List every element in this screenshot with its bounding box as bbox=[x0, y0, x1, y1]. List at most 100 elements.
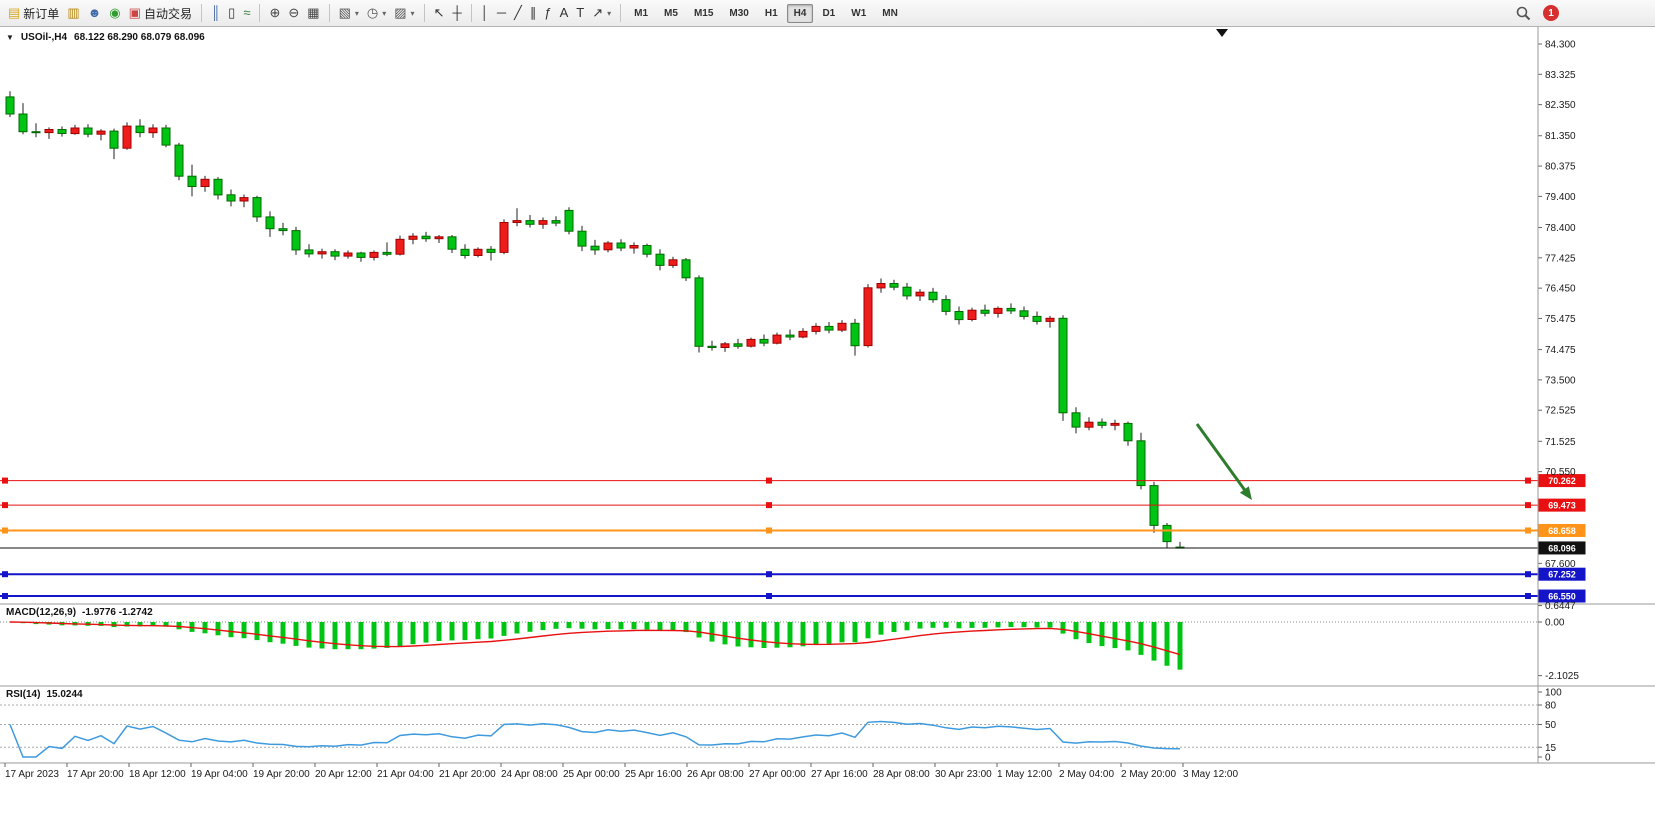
horizontal-line-button[interactable]: ─ bbox=[493, 4, 510, 22]
time-axis-label: 18 Apr 12:00 bbox=[129, 769, 186, 780]
zoom-in-button[interactable]: ⊕ bbox=[265, 4, 284, 22]
candles-layer bbox=[5, 91, 1185, 549]
candlestick-chart-button[interactable]: ▯ bbox=[224, 4, 239, 22]
line-handle[interactable] bbox=[1525, 477, 1531, 484]
candle bbox=[837, 320, 847, 332]
candle bbox=[408, 233, 418, 245]
timeframe-m5-button[interactable]: M5 bbox=[664, 7, 678, 19]
line-handle[interactable] bbox=[2, 593, 8, 600]
line-handle[interactable] bbox=[766, 571, 772, 578]
candle bbox=[1019, 306, 1029, 320]
chart-canvas[interactable]: 70.262 69.473 68.658 67.252 66.550 68.096 84.3… bbox=[0, 27, 1655, 830]
rsi-title: RSI(14) bbox=[6, 689, 41, 700]
line-handle[interactable] bbox=[2, 527, 8, 534]
candle bbox=[213, 177, 223, 200]
line-handle[interactable] bbox=[2, 571, 8, 578]
line-chart-button[interactable]: ≈ bbox=[239, 4, 254, 22]
profiles-icon: ☻ bbox=[87, 5, 102, 20]
line-handle[interactable] bbox=[2, 502, 8, 509]
zoom-out-icon: ⊖ bbox=[288, 5, 300, 20]
line-handle[interactable] bbox=[766, 593, 772, 600]
toolbar-separator bbox=[470, 4, 472, 22]
horizontal-line-object[interactable] bbox=[0, 527, 1538, 534]
collapse-icon[interactable]: ▼ bbox=[6, 33, 14, 42]
text-label-button[interactable]: T bbox=[572, 4, 588, 22]
line-handle[interactable] bbox=[2, 477, 8, 484]
price-axis-label: 71.525 bbox=[1545, 437, 1576, 448]
candle bbox=[616, 239, 626, 252]
time-axis-label: 21 Apr 20:00 bbox=[439, 769, 496, 780]
trendline-button[interactable]: ╱ bbox=[510, 4, 526, 22]
line-handle[interactable] bbox=[766, 527, 772, 534]
rsi-axis-label: 15 bbox=[1545, 743, 1557, 754]
timeframe-m1-button[interactable]: M1 bbox=[634, 7, 649, 19]
auto-trading-button[interactable]: ▣ 自动交易 bbox=[125, 3, 196, 24]
candle bbox=[5, 91, 15, 118]
profiles-button[interactable]: ☻ bbox=[84, 4, 106, 22]
line-handle[interactable] bbox=[1525, 593, 1531, 600]
macd-title: MACD(12,26,9) bbox=[6, 607, 77, 618]
vertical-line-icon: │ bbox=[480, 5, 489, 20]
market-watch-button[interactable]: ◉ bbox=[105, 4, 124, 22]
line-handle[interactable] bbox=[1525, 571, 1531, 578]
time-axis-label: 19 Apr 04:00 bbox=[191, 769, 248, 780]
timeframe-mn-button[interactable]: MN bbox=[882, 7, 898, 19]
candle bbox=[187, 164, 197, 197]
arrow-annotation[interactable] bbox=[1195, 423, 1252, 500]
line-handle[interactable] bbox=[1525, 527, 1531, 534]
candle bbox=[694, 275, 704, 353]
candle bbox=[785, 329, 795, 341]
candle bbox=[239, 194, 249, 208]
new-order-button[interactable]: ▤ 新订单 bbox=[4, 3, 63, 24]
candle bbox=[772, 332, 782, 345]
candle bbox=[1045, 315, 1055, 328]
timeframe-m15-button[interactable]: M15 bbox=[693, 7, 714, 19]
line-handle[interactable] bbox=[1525, 502, 1531, 509]
horizontal-line-object[interactable] bbox=[0, 477, 1538, 484]
horizontal-line-object[interactable] bbox=[0, 502, 1538, 509]
horizontal-line-object[interactable] bbox=[0, 593, 1538, 600]
candle bbox=[720, 341, 730, 352]
candle bbox=[954, 306, 964, 325]
timeframe-h1-button[interactable]: H1 bbox=[764, 7, 778, 19]
charts-window-icon: ▥ bbox=[67, 5, 80, 20]
search-icon[interactable] bbox=[1516, 6, 1531, 21]
candle bbox=[980, 304, 990, 317]
macd-histogram bbox=[20, 622, 1183, 670]
cursor-button[interactable]: ↖ bbox=[430, 4, 449, 22]
vertical-line-button[interactable]: │ bbox=[477, 4, 493, 22]
equidistant-channel-button[interactable]: ∥ bbox=[526, 4, 541, 22]
crosshair-button[interactable]: ┼ bbox=[448, 4, 465, 22]
time-axis-label: 30 Apr 23:00 bbox=[935, 769, 992, 780]
price-line-badge: 67.252 bbox=[1538, 567, 1586, 581]
chart-top-marker[interactable] bbox=[1216, 29, 1228, 37]
tile-windows-button[interactable]: ▦ bbox=[303, 4, 323, 22]
candle bbox=[577, 225, 587, 252]
price-axis-label: 84.300 bbox=[1545, 40, 1576, 51]
candle bbox=[291, 226, 301, 255]
templates-button[interactable]: ▨ ▾ bbox=[390, 4, 418, 22]
candle bbox=[31, 123, 41, 138]
line-handle[interactable] bbox=[766, 477, 772, 484]
horizontal-line-icon: ─ bbox=[496, 5, 507, 20]
fibonacci-button[interactable]: ƒ bbox=[540, 4, 555, 22]
timeframe-h4-button[interactable]: H4 bbox=[786, 3, 814, 23]
time-axis-label: 2 May 20:00 bbox=[1121, 769, 1176, 780]
timeframe-w1-button[interactable]: W1 bbox=[851, 7, 867, 19]
candle bbox=[629, 242, 639, 254]
notification-badge[interactable]: 1 bbox=[1543, 5, 1559, 21]
line-handle[interactable] bbox=[766, 502, 772, 509]
arrows-tool-button[interactable]: ↗ ▾ bbox=[588, 4, 615, 22]
text-button[interactable]: A bbox=[556, 4, 573, 22]
bar-chart-button[interactable]: ║ bbox=[207, 4, 224, 22]
zoom-out-button[interactable]: ⊖ bbox=[284, 4, 303, 22]
time-axis-label: 25 Apr 16:00 bbox=[625, 769, 682, 780]
timeframe-d1-button[interactable]: D1 bbox=[822, 7, 836, 19]
horizontal-line-object[interactable] bbox=[0, 571, 1538, 578]
periods-button[interactable]: ◷ ▾ bbox=[363, 4, 390, 22]
charts-window-button[interactable]: ▥ bbox=[63, 4, 83, 22]
new-chart-button[interactable]: ▧ ▾ bbox=[335, 4, 363, 22]
price-axis-label: 67.600 bbox=[1545, 559, 1576, 570]
rsi-indicator-label: RSI(14) 15.0244 bbox=[6, 689, 83, 700]
timeframe-m30-button[interactable]: M30 bbox=[729, 7, 749, 19]
